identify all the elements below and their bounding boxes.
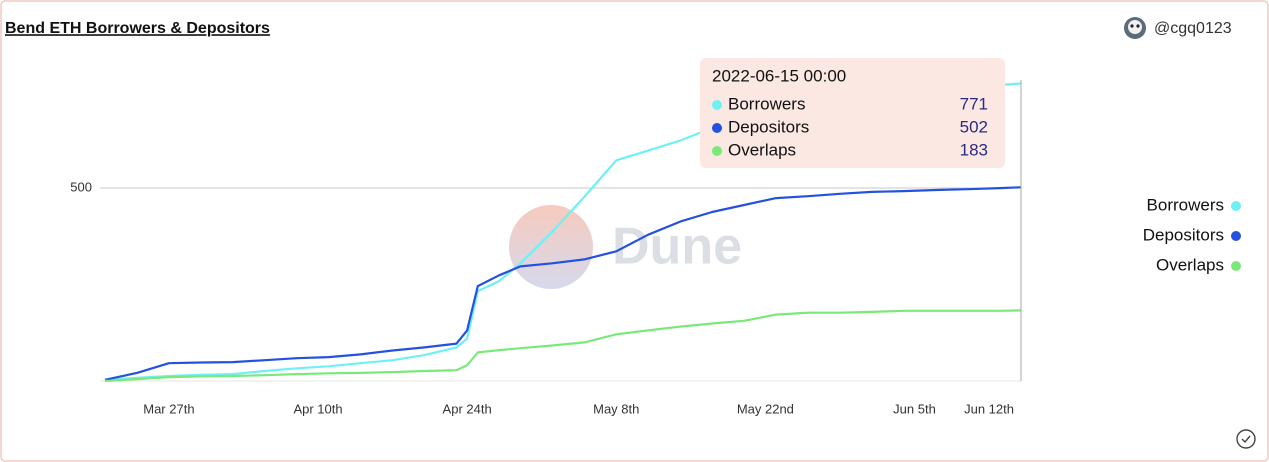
tooltip-value: 502 xyxy=(960,117,988,136)
x-tick-label: Apr 10th xyxy=(293,401,342,416)
legend-label: Borrowers xyxy=(1147,195,1224,214)
tooltip-name: Depositors xyxy=(728,117,809,136)
series-line xyxy=(104,309,1022,383)
chart-title: Bend ETH Borrowers & Depositors xyxy=(5,20,270,37)
legend-dot xyxy=(1231,261,1241,271)
x-tick-label: Jun 5th xyxy=(893,401,936,416)
watermark-text: Dune xyxy=(612,218,742,276)
tooltip-dot xyxy=(712,146,722,156)
author: @cgq0123 xyxy=(1154,20,1232,37)
series-line xyxy=(104,186,1022,381)
legend-label: Overlaps xyxy=(1156,255,1224,274)
watermark: Dune xyxy=(509,205,742,289)
x-tick-label: May 22nd xyxy=(737,401,794,416)
tooltip-dot xyxy=(712,123,722,133)
x-tick-label: Mar 27th xyxy=(143,401,194,416)
legend-label: Depositors xyxy=(1143,225,1224,244)
tooltip-name: Overlaps xyxy=(728,140,796,159)
y-tick-label: 500 xyxy=(70,179,92,194)
legend-dot xyxy=(1231,201,1241,211)
x-tick-label: May 8th xyxy=(593,401,639,416)
tooltip xyxy=(700,58,1005,168)
avatar xyxy=(1124,17,1146,39)
x-tick-label: Apr 24th xyxy=(443,401,492,416)
tooltip-title: 2022-06-15 00:00 xyxy=(712,66,846,85)
legend-dot xyxy=(1231,231,1241,241)
tooltip-dot xyxy=(712,100,722,110)
x-tick-label: Jun 12th xyxy=(964,401,1014,416)
tooltip-value: 183 xyxy=(960,140,988,159)
tooltip-value: 771 xyxy=(960,94,988,113)
check-icon xyxy=(1236,429,1256,449)
tooltip-name: Borrowers xyxy=(728,94,805,113)
